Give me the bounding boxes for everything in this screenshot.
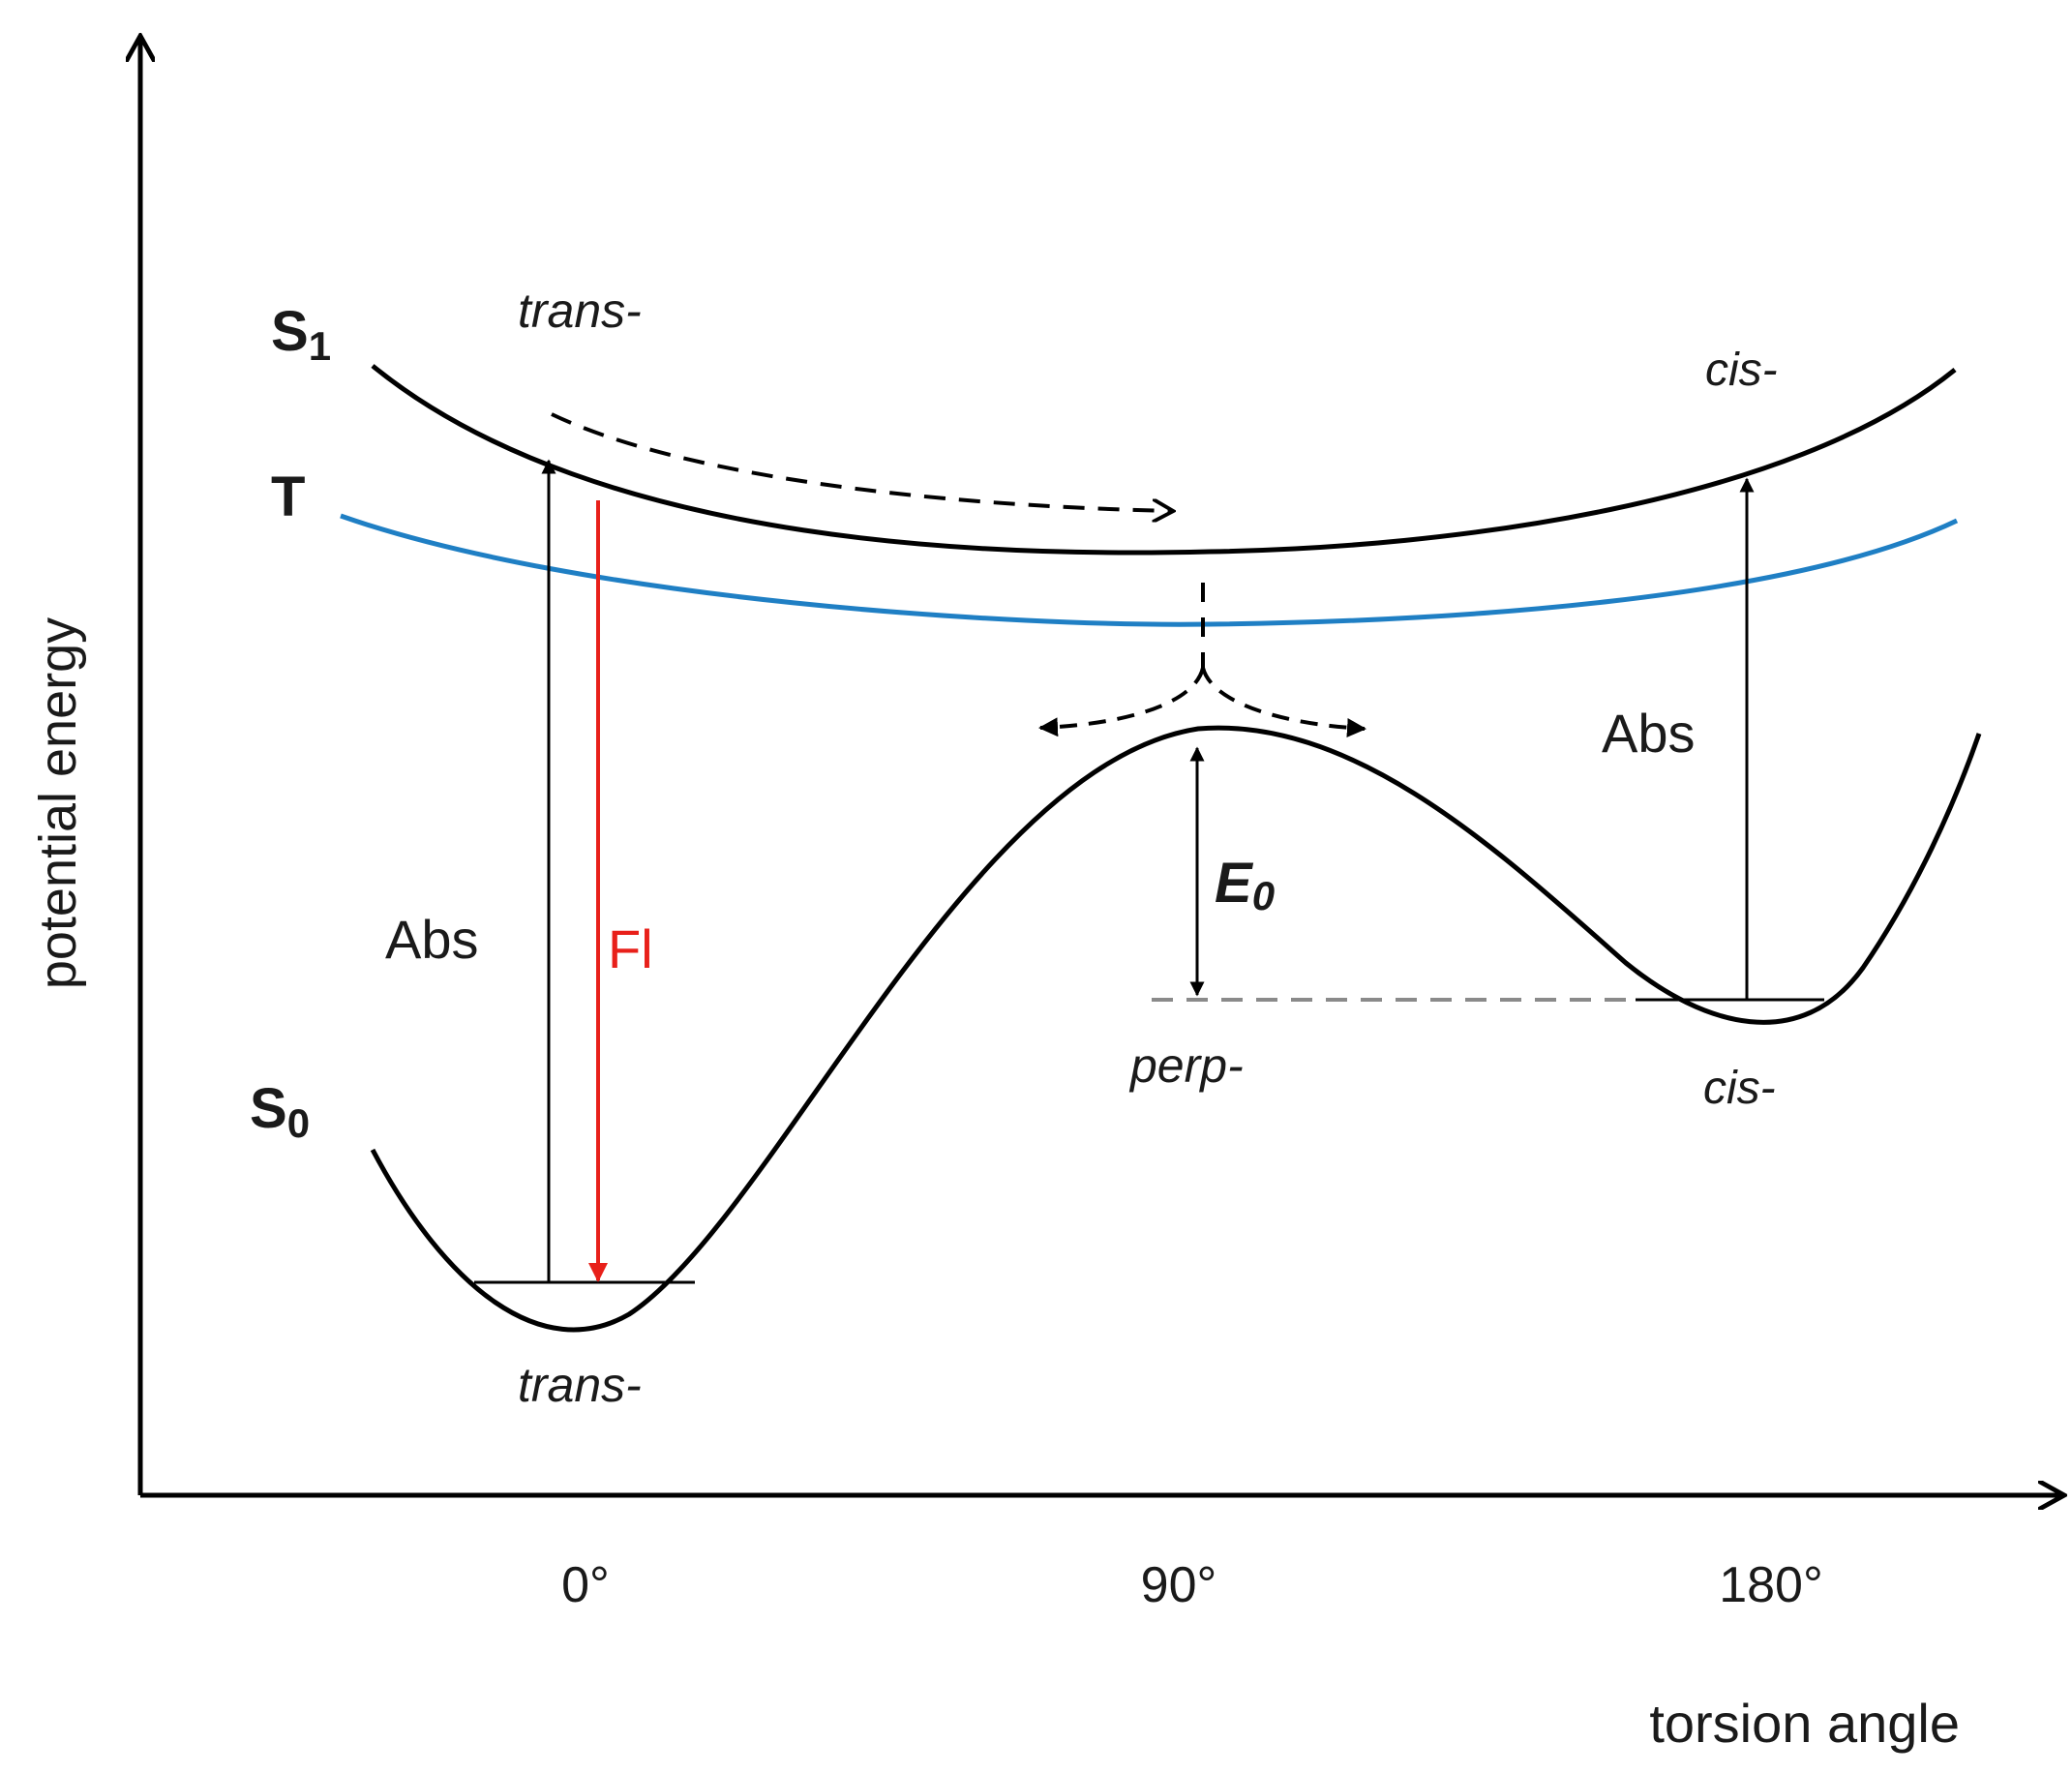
s0-curve bbox=[370, 725, 1982, 1333]
s1-label: S1 bbox=[271, 300, 331, 369]
branch-left-dashed-arrow bbox=[1038, 667, 1205, 737]
perp-label: perp- bbox=[1128, 1038, 1244, 1093]
s1-curve bbox=[371, 364, 1957, 556]
s0-label: S0 bbox=[250, 1077, 310, 1146]
triplet-curve bbox=[340, 513, 1959, 627]
triplet-label: T bbox=[271, 466, 305, 528]
x-tick-0: 0° bbox=[561, 1557, 610, 1613]
x-axis-label: torsion angle bbox=[1649, 1693, 1960, 1754]
s1-relaxation-dashed-arrow bbox=[551, 412, 1171, 511]
cis-bottom-label: cis- bbox=[1703, 1063, 1776, 1114]
x-tick-180: 180° bbox=[1719, 1557, 1823, 1613]
branch-right-dashed-arrow bbox=[1201, 667, 1366, 737]
cis-top-label: cis- bbox=[1705, 345, 1778, 396]
abs-right-label: Abs bbox=[1602, 703, 1696, 764]
abs-left-label: Abs bbox=[385, 909, 479, 970]
trans-bottom-label: trans- bbox=[518, 1358, 642, 1412]
fluorescence-label: Fl bbox=[608, 918, 653, 979]
y-axis-label: potential energy bbox=[29, 617, 87, 989]
x-tick-90: 90° bbox=[1141, 1557, 1217, 1613]
trans-top-label: trans- bbox=[518, 284, 642, 338]
e0-label: E0 bbox=[1215, 852, 1275, 918]
